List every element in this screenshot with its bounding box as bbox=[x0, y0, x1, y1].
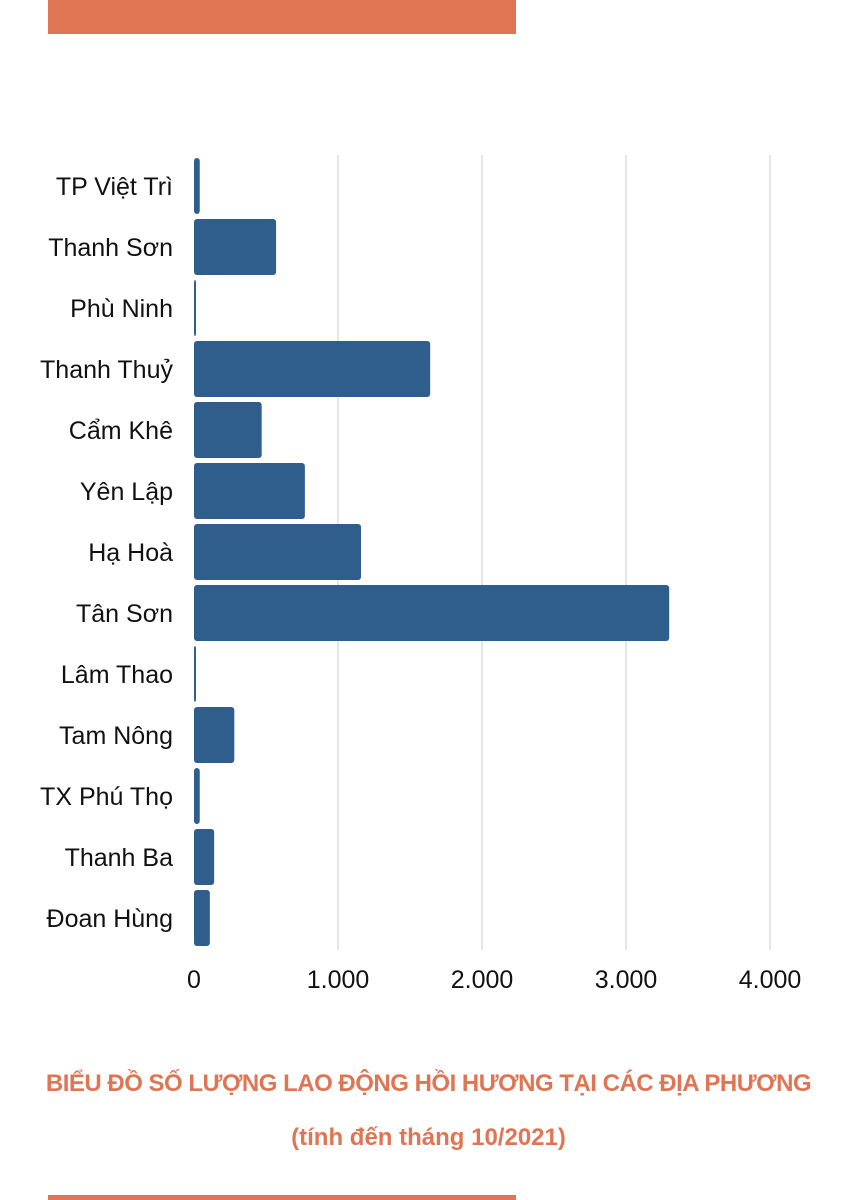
category-label: Lâm Thao bbox=[61, 661, 173, 689]
category-label: Hạ Hoà bbox=[88, 539, 173, 567]
category-label: Thanh Ba bbox=[65, 844, 174, 872]
category-label: Phù Ninh bbox=[70, 295, 173, 323]
top-accent-bar bbox=[48, 0, 516, 34]
chart-caption-subtitle: (tính đến tháng 10/2021) bbox=[291, 1124, 566, 1151]
category-label: Thanh Thuỷ bbox=[40, 356, 173, 384]
bar bbox=[194, 768, 200, 824]
bar bbox=[194, 707, 235, 763]
bar bbox=[194, 829, 215, 885]
bar bbox=[194, 219, 277, 275]
chart-caption-title: BIỂU ĐỒ SỐ LƯỢNG LAO ĐỘNG HỒI HƯƠNG TẠI … bbox=[45, 1070, 812, 1097]
bottom-accent-bar bbox=[48, 1195, 516, 1200]
bar bbox=[194, 280, 196, 336]
bar bbox=[194, 646, 196, 702]
category-label: TX Phú Thọ bbox=[40, 783, 173, 811]
category-label: Thanh Sơn bbox=[48, 234, 173, 262]
bar bbox=[194, 463, 305, 519]
category-label: Đoan Hùng bbox=[47, 905, 173, 933]
bar bbox=[194, 402, 262, 458]
x-tick-label: 2.000 bbox=[451, 966, 514, 994]
bar bbox=[194, 341, 431, 397]
category-label: Tam Nông bbox=[59, 722, 173, 750]
bar bbox=[194, 158, 200, 214]
bar-chart: TP Việt Trì Thanh Sơn Phù Ninh Thanh Thuỷ Cẩ… bbox=[40, 155, 802, 994]
bar bbox=[194, 524, 362, 580]
x-tick-label: 4.000 bbox=[739, 966, 802, 994]
bar bbox=[194, 890, 210, 946]
bar bbox=[194, 585, 670, 641]
category-label: Yên Lập bbox=[80, 478, 173, 506]
category-label: Cẩm Khê bbox=[69, 417, 173, 445]
category-label: Tân Sơn bbox=[76, 600, 173, 628]
x-tick-label: 1.000 bbox=[307, 966, 370, 994]
x-tick-label: 0 bbox=[187, 966, 201, 994]
category-label: TP Việt Trì bbox=[56, 173, 173, 201]
x-tick-label: 3.000 bbox=[595, 966, 658, 994]
